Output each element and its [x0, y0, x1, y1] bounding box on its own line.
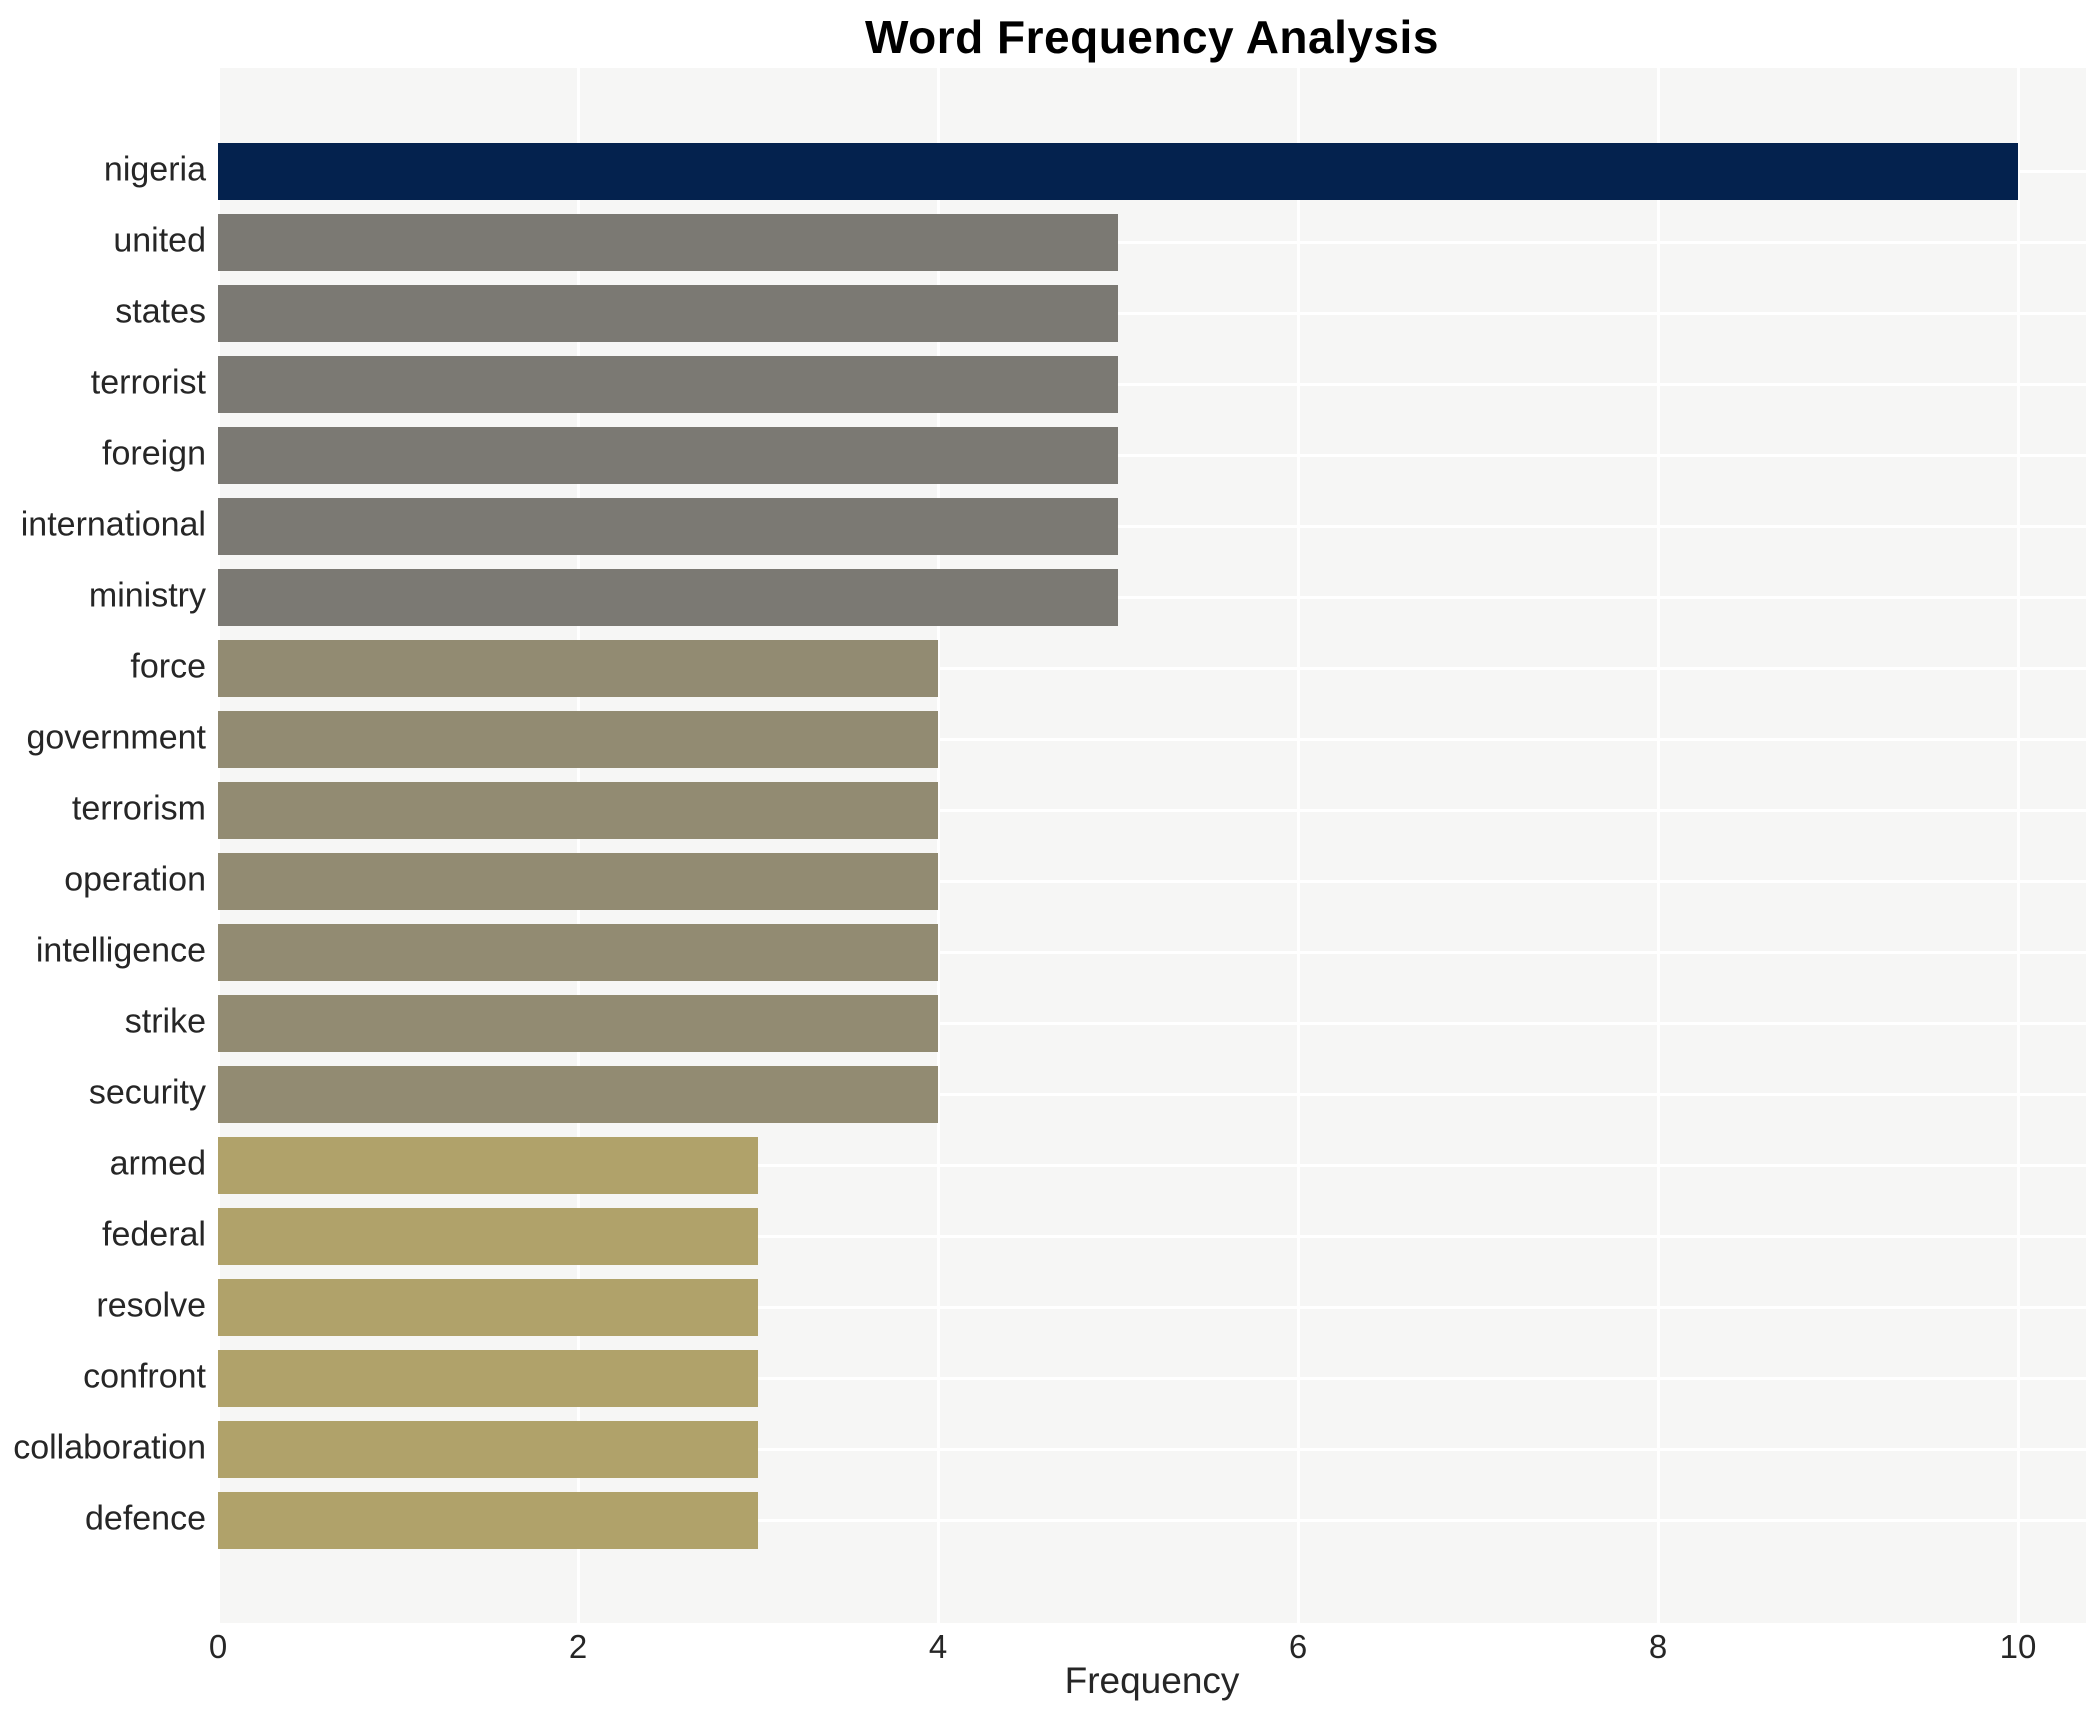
category-label-federal: federal: [102, 1215, 206, 1254]
v-gridline: [936, 68, 940, 1623]
h-gridline: [218, 666, 2086, 670]
y-axis-labels: nigeria united states terrorist foreign inter…: [0, 0, 206, 1710]
category-label-united: united: [113, 221, 206, 260]
category-label-armed: armed: [109, 1144, 206, 1183]
h-gridline: [218, 524, 2086, 528]
category-label-force: force: [130, 647, 206, 686]
h-gridline: [218, 1163, 2086, 1167]
category-label-terrorism: terrorism: [71, 789, 206, 828]
v-gridline: [216, 68, 220, 1623]
bar-united: [218, 213, 1118, 271]
plot-panel: [216, 68, 2086, 1623]
h-gridline: [218, 808, 2086, 812]
bar-foreign: [218, 426, 1118, 484]
category-label-states: states: [115, 292, 206, 331]
category-label-government: government: [26, 718, 206, 757]
x-axis-label: Frequency: [1064, 1660, 1240, 1701]
h-gridline: [218, 1234, 2086, 1238]
h-gridline: [218, 879, 2086, 883]
bar-intelligence: [218, 923, 938, 981]
v-gridline: [2016, 68, 2020, 1623]
h-gridline: [218, 1021, 2086, 1025]
bar-force: [218, 639, 938, 697]
bar-states: [218, 284, 1118, 342]
h-gridline: [218, 1518, 2086, 1522]
h-gridline: [218, 595, 2086, 599]
category-label-operation: operation: [64, 860, 206, 899]
h-gridline: [218, 737, 2086, 741]
bar-ministry: [218, 568, 1118, 626]
category-label-terrorist: terrorist: [90, 363, 206, 402]
h-gridline: [218, 382, 2086, 386]
bar-nigeria: [218, 142, 2018, 200]
bar-defence: [218, 1491, 758, 1549]
category-label-resolve: resolve: [96, 1286, 206, 1325]
category-label-foreign: foreign: [102, 434, 206, 473]
category-label-strike: strike: [124, 1002, 206, 1041]
bar-government: [218, 710, 938, 768]
h-gridline: [218, 311, 2086, 315]
category-label-security: security: [88, 1073, 206, 1112]
v-gridline: [1296, 68, 1300, 1623]
h-gridline: [218, 1447, 2086, 1451]
category-label-international: international: [20, 505, 206, 544]
category-label-intelligence: intelligence: [35, 931, 206, 970]
category-label-ministry: ministry: [88, 576, 206, 615]
category-label-confront: confront: [83, 1357, 206, 1396]
h-gridline: [218, 1305, 2086, 1309]
category-label-nigeria: nigeria: [103, 150, 206, 189]
v-gridline: [1656, 68, 1660, 1623]
h-gridline: [218, 1092, 2086, 1096]
h-gridline: [218, 453, 2086, 457]
bar-federal: [218, 1207, 758, 1265]
bar-operation: [218, 852, 938, 910]
bar-strike: [218, 994, 938, 1052]
bar-confront: [218, 1349, 758, 1407]
v-gridline: [576, 68, 580, 1623]
bar-security: [218, 1065, 938, 1123]
category-label-collaboration: collaboration: [13, 1428, 206, 1467]
bar-international: [218, 497, 1118, 555]
bar-armed: [218, 1136, 758, 1194]
h-gridline: [218, 1376, 2086, 1380]
chart-title: Word Frequency Analysis: [865, 11, 1439, 63]
bar-collaboration: [218, 1420, 758, 1478]
h-gridline: [218, 950, 2086, 954]
bar-terrorism: [218, 781, 938, 839]
bar-resolve: [218, 1278, 758, 1336]
category-label-defence: defence: [85, 1499, 206, 1538]
h-gridline: [218, 240, 2086, 244]
bar-terrorist: [218, 355, 1118, 413]
